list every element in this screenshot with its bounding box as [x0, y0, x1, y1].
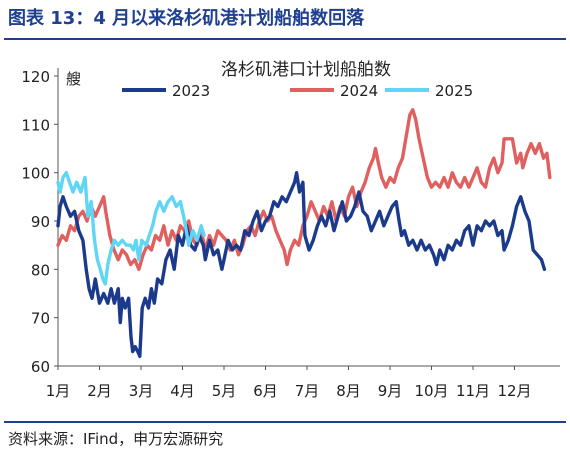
y-axis: 60 70 80 90 100 110 120: [21, 68, 59, 376]
series-line-2024: [56, 108, 552, 271]
chart-title: 洛杉矶港口计划船舶数: [221, 60, 391, 80]
x-tick-label: 3月: [129, 382, 154, 400]
y-tick-label: 60: [31, 358, 50, 376]
legend-label-2023: 2023: [172, 82, 210, 100]
x-tick-label: 5月: [212, 382, 237, 400]
figure-title: 图表 13：4 月以来洛杉矶港计划船舶数回落: [8, 8, 365, 29]
y-tick-label: 80: [31, 261, 50, 279]
x-tick-label: 11月: [456, 382, 490, 400]
title-rule: [4, 38, 566, 40]
y-tick-label: 90: [31, 213, 50, 231]
y-axis-unit: 艘: [66, 70, 81, 88]
source-note: 资料来源：IFind，申万宏源研究: [8, 430, 224, 448]
x-tick-label: 10月: [414, 382, 448, 400]
y-tick-label: 100: [21, 165, 50, 183]
x-tick-label: 4月: [170, 382, 195, 400]
legend: 2023 2024 2025: [122, 82, 473, 100]
series-line-2023: [56, 171, 547, 358]
legend-label-2024: 2024: [340, 82, 378, 100]
y-tick-label: 70: [31, 310, 50, 328]
x-tick-label: 7月: [295, 382, 320, 400]
source-rule: [4, 421, 566, 423]
series-line-2025: [56, 171, 206, 286]
y-tick-label: 110: [21, 116, 50, 134]
x-tick-label: 8月: [336, 382, 361, 400]
x-tick-label: 2月: [87, 382, 112, 400]
legend-label-2025: 2025: [435, 82, 473, 100]
x-tick-label: 9月: [378, 382, 403, 400]
y-tick-label: 120: [21, 68, 50, 86]
x-tick-label: 6月: [253, 382, 278, 400]
x-axis: 1月 2月 3月 4月 5月 6月 7月 8月 9月 10月 11月 12月: [46, 365, 560, 400]
x-tick-label: 12月: [497, 382, 531, 400]
x-tick-label: 1月: [46, 382, 71, 400]
series-lines: [56, 108, 552, 358]
